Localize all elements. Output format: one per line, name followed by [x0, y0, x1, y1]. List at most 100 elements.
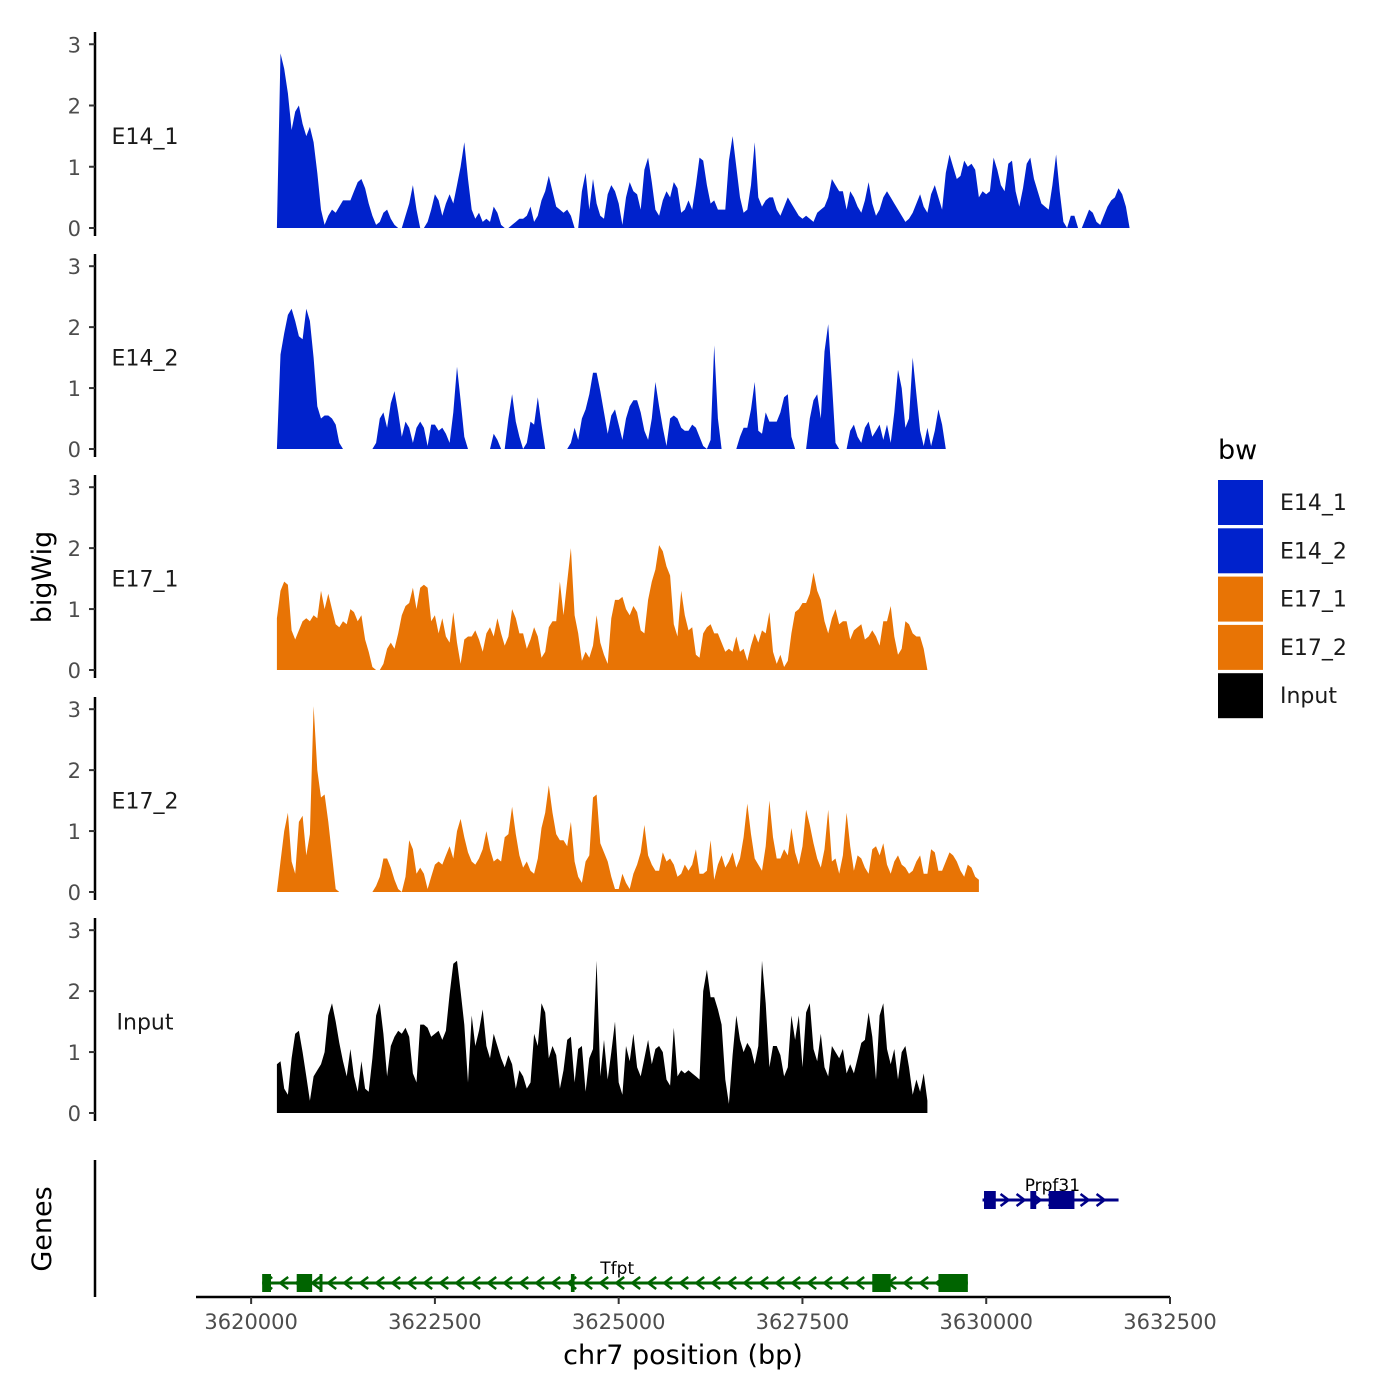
track-label: E14_1	[112, 125, 179, 150]
gene-prpf31: Prpf31	[982, 1176, 1119, 1209]
x-tick-label: 3625000	[572, 1310, 666, 1334]
x-tick-label: 3620000	[204, 1310, 298, 1334]
y-tick-label: 1	[68, 156, 81, 180]
x-axis-title: chr7 position (bp)	[563, 1340, 803, 1371]
y-tick-label: 2	[68, 537, 81, 561]
y-tick-label: 0	[68, 438, 81, 462]
y-tick-label: 2	[68, 95, 81, 119]
y-tick-label: 3	[68, 255, 81, 279]
legend-label: E14_1	[1280, 491, 1347, 516]
strand-chevron	[838, 1276, 849, 1290]
strand-chevron	[854, 1276, 865, 1290]
y-tick-label: 1	[68, 1041, 81, 1065]
strand-chevron	[358, 1276, 369, 1290]
exon	[570, 1274, 575, 1292]
exon	[938, 1274, 968, 1292]
strand-chevron	[726, 1276, 737, 1290]
strand-chevron	[742, 1276, 753, 1290]
strand-chevron	[630, 1276, 641, 1290]
strand-chevron	[390, 1276, 401, 1290]
strand-chevron	[326, 1276, 337, 1290]
exon	[989, 1191, 996, 1209]
strand-chevron	[278, 1276, 289, 1290]
x-tick-label: 3632500	[1123, 1310, 1217, 1334]
x-tick-label: 3622500	[388, 1310, 482, 1334]
genes-axis-title: Genes	[27, 1186, 58, 1271]
exon	[872, 1274, 891, 1292]
strand-chevron	[518, 1276, 529, 1290]
strand-chevron	[694, 1276, 705, 1290]
signal-area	[276, 960, 928, 1113]
strand-chevron	[406, 1276, 417, 1290]
signal-area	[276, 53, 1130, 229]
strand-chevron	[342, 1276, 353, 1290]
exon	[1030, 1191, 1037, 1209]
track-label: E17_1	[112, 568, 179, 593]
strand-chevron	[598, 1276, 609, 1290]
strand-chevron	[582, 1276, 593, 1290]
strand-chevron	[902, 1276, 913, 1290]
legend-swatch	[1218, 576, 1263, 622]
signal-area	[276, 545, 928, 670]
gene-label: Tfpt	[599, 1259, 634, 1279]
y-tick-label: 3	[68, 33, 81, 57]
strand-chevron	[310, 1276, 321, 1290]
strand-chevron	[662, 1276, 673, 1290]
exon	[1048, 1191, 1075, 1209]
strand-chevron	[822, 1276, 833, 1290]
track-e14-1: 0 1 2 3 E14_1	[68, 32, 1130, 241]
strand-chevron	[502, 1275, 513, 1291]
strand-chevron	[774, 1276, 785, 1290]
strand-chevron	[678, 1276, 689, 1290]
track-input: 0 1 2 3 Input	[68, 918, 928, 1126]
y-tick-label: 1	[68, 820, 81, 844]
strand-chevron	[1015, 1193, 1027, 1207]
exon	[319, 1274, 323, 1292]
legend-item-e17-1: E17_1	[1218, 576, 1347, 622]
strand-chevron	[790, 1276, 801, 1290]
legend: bw E14_1 E14_2 E17_1 E17_2 Input	[1218, 435, 1347, 719]
track-label: Input	[117, 1011, 174, 1036]
gene-tfpt: Tfpt	[262, 1259, 968, 1292]
strand-chevron	[710, 1276, 721, 1290]
legend-label: E17_1	[1280, 588, 1347, 613]
strand-chevron	[438, 1276, 449, 1290]
legend-swatch	[1218, 624, 1263, 670]
strand-chevron	[470, 1276, 481, 1290]
strand-chevron	[614, 1276, 625, 1290]
y-tick-label: 0	[68, 659, 81, 683]
legend-item-e17-2: E17_2	[1218, 624, 1347, 670]
legend-swatch	[1218, 480, 1263, 525]
legend-title: bw	[1218, 435, 1257, 466]
strand-chevron	[918, 1276, 929, 1290]
track-label: E14_2	[112, 347, 179, 372]
y-tick-label: 2	[68, 980, 81, 1004]
track-e17-1: 0 1 2 3 E17_1	[68, 475, 928, 683]
legend-swatch	[1218, 528, 1263, 574]
x-tick-label: 3630000	[939, 1310, 1033, 1334]
x-tick-label: 3627500	[756, 1310, 850, 1334]
signal-area	[276, 706, 979, 892]
strand-chevron	[806, 1276, 817, 1290]
y-tick-label: 1	[68, 377, 81, 401]
legend-label: Input	[1280, 684, 1337, 709]
x-axis: 3620000 3622500 3625000 3627500 3630000 36325…	[196, 1295, 1217, 1334]
signal-area	[276, 308, 946, 449]
y-tick-label: 2	[68, 316, 81, 340]
legend-item-e14-2: E14_2	[1218, 528, 1347, 574]
strand-chevron	[1079, 1193, 1091, 1207]
signal-tracks: 0 1 2 3 E14_1 0 1 2 3 E14_2 0 1 2 3 E17_1 0 1 2 3 E17_2 0 1 2 3…	[68, 32, 1130, 1126]
track-label: E17_2	[112, 790, 179, 815]
y-tick-label: 3	[68, 476, 81, 500]
legend-item-e14-1: E14_1	[1218, 480, 1347, 525]
strand-chevron	[646, 1276, 657, 1290]
y-tick-label: 0	[68, 217, 81, 241]
exon	[262, 1274, 271, 1292]
y-tick-label: 0	[68, 1102, 81, 1126]
strand-chevron	[486, 1276, 497, 1290]
strand-chevron	[422, 1276, 433, 1290]
legend-label: E14_2	[1280, 539, 1347, 564]
strand-chevron	[1095, 1193, 1107, 1207]
strand-chevron	[374, 1276, 385, 1290]
